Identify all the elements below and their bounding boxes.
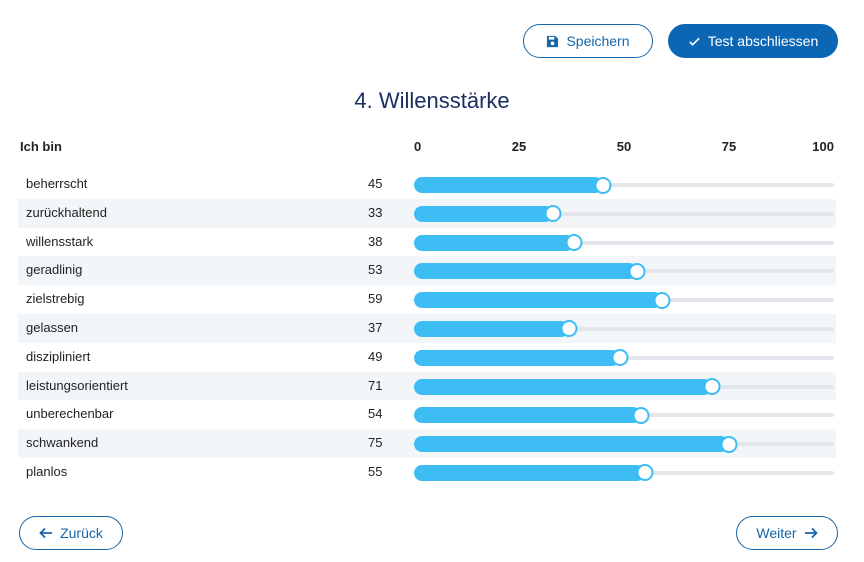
slider-thumb[interactable]	[611, 349, 629, 367]
rating-label: unberechenbar	[26, 406, 114, 422]
rating-value: 37	[368, 319, 383, 335]
slider-track[interactable]	[414, 326, 834, 331]
back-button-label: Zurück	[60, 525, 103, 541]
slider-fill	[414, 378, 713, 395]
rating-rows: beherrscht 45 zurückhaltend 33 willensstark 3…	[18, 170, 836, 487]
rating-label: zurückhaltend	[26, 204, 107, 220]
rating-value: 45	[368, 176, 383, 191]
slider-fill	[414, 407, 641, 424]
slider-thumb[interactable]	[636, 464, 654, 482]
rating-row: zielstrebig 59	[18, 285, 836, 314]
rating-value: 71	[368, 377, 383, 393]
rating-value: 55	[368, 463, 383, 479]
rating-value: 54	[368, 406, 383, 422]
slider-fill	[414, 464, 645, 481]
scale-tick: 100	[812, 139, 834, 154]
slider-fill	[414, 292, 662, 309]
rating-value: 75	[368, 435, 383, 451]
slider-thumb[interactable]	[653, 291, 671, 309]
rating-value: 53	[368, 262, 383, 278]
rating-row: willensstark 38	[18, 228, 836, 257]
rating-value: 33	[368, 204, 383, 220]
rating-label: leistungsorientiert	[26, 377, 128, 393]
rating-label: planlos	[26, 463, 68, 479]
column-header-label: Ich bin	[20, 139, 62, 154]
slider-fill	[414, 320, 570, 337]
slider-fill	[414, 349, 620, 366]
rating-row: zurückhaltend 33	[18, 198, 836, 228]
slider-fill	[414, 234, 574, 251]
slider-thumb[interactable]	[594, 176, 612, 194]
rating-label: diszipliniert	[26, 348, 91, 364]
rating-row: schwankend 75	[18, 429, 836, 458]
scale-header: 0 25 50 75 100	[414, 139, 834, 155]
rating-label: gelassen	[26, 319, 79, 335]
rating-row: diszipliniert 49	[18, 343, 836, 372]
rating-label: schwankend	[26, 435, 99, 451]
slider-track[interactable]	[414, 211, 834, 216]
slider-track[interactable]	[414, 240, 834, 245]
slider-thumb[interactable]	[632, 406, 650, 424]
slider-thumb[interactable]	[628, 262, 646, 280]
arrow-right-icon	[804, 527, 818, 539]
next-button-label: Weiter	[756, 525, 797, 541]
rating-label: beherrscht	[26, 176, 88, 191]
arrow-left-icon	[39, 527, 53, 539]
toolbar: Speichern Test abschliessen	[523, 24, 838, 58]
rating-value: 49	[368, 348, 383, 364]
rating-value: 59	[368, 291, 383, 307]
slider-fill	[414, 205, 553, 222]
scale-tick: 75	[721, 139, 737, 154]
save-icon	[546, 35, 559, 48]
rating-row: leistungsorientiert 71	[18, 371, 836, 401]
slider-thumb[interactable]	[544, 205, 562, 223]
save-button-label: Speichern	[566, 33, 630, 49]
slider-fill	[414, 177, 603, 193]
section-title: 4. Willensstärke	[354, 88, 510, 113]
rating-row: unberechenbar 54	[18, 400, 836, 429]
finish-test-button-label: Test abschliessen	[707, 33, 819, 49]
rating-row: beherrscht 45	[18, 170, 836, 199]
finish-test-button[interactable]: Test abschliessen	[668, 24, 838, 58]
rating-row: gelassen 37	[18, 313, 836, 343]
rating-value: 38	[368, 233, 383, 249]
rating-label: zielstrebig	[26, 291, 85, 307]
rating-label: geradlinig	[26, 262, 83, 278]
slider-track[interactable]	[414, 183, 834, 187]
rating-row: geradlinig 53	[18, 256, 836, 286]
slider-thumb[interactable]	[565, 234, 583, 252]
scale-tick: 0	[414, 139, 422, 154]
slider-thumb[interactable]	[703, 378, 721, 396]
rating-label: willensstark	[26, 233, 94, 249]
slider-thumb[interactable]	[560, 320, 578, 338]
next-button[interactable]: Weiter	[736, 516, 838, 550]
check-icon	[688, 35, 701, 48]
slider-fill	[414, 263, 637, 280]
slider-fill	[414, 436, 729, 453]
rating-row: planlos 55	[18, 458, 836, 487]
slider-thumb[interactable]	[720, 435, 738, 453]
scale-tick: 50	[616, 139, 632, 154]
save-button[interactable]: Speichern	[523, 24, 653, 58]
back-button[interactable]: Zurück	[19, 516, 123, 550]
scale-tick: 25	[511, 139, 527, 154]
